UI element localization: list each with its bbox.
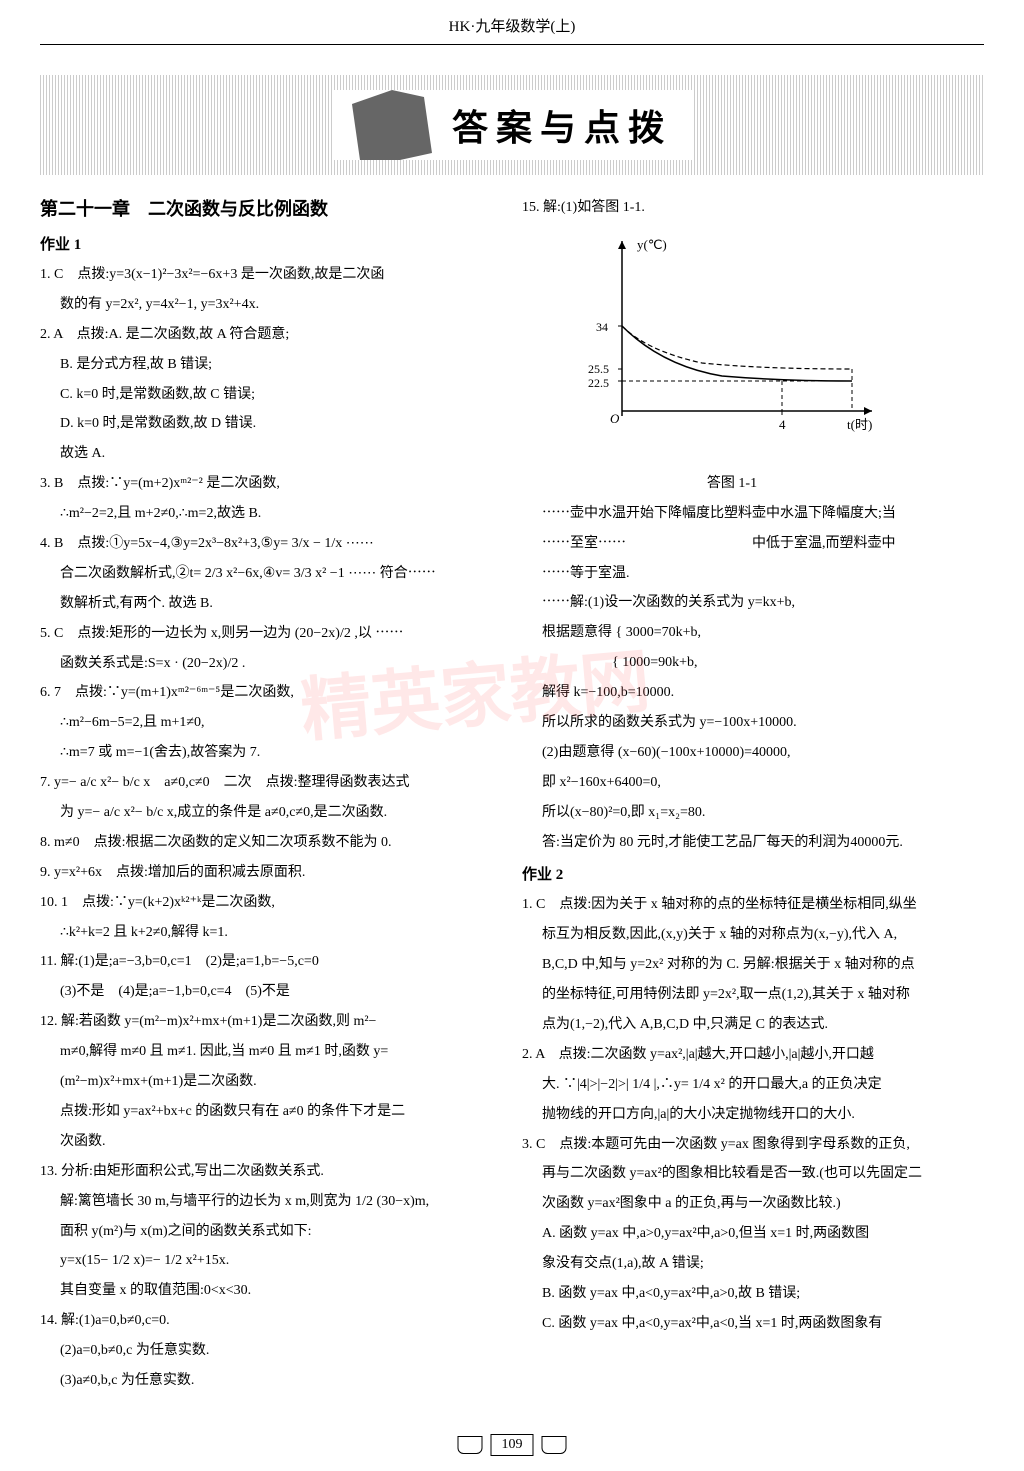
ytick-255: 25.5 bbox=[588, 362, 609, 376]
q3b: ∴m²−2=2,且 m+2≠0,∴m=2,故选 B. bbox=[40, 501, 502, 527]
temperature-chart: y(℃) t(时) O 34 25.5 22.5 4 bbox=[582, 231, 882, 461]
q15d: ⋯⋯等于室温. bbox=[522, 561, 984, 587]
q5: 5. C 点拨:矩形的一边长为 x,则另一边为 (20−2x)/2 ,以 ⋯⋯ bbox=[40, 621, 502, 647]
dashed-curve bbox=[622, 326, 852, 369]
r2c: 抛物线的开口方向,|a|的大小决定抛物线开口的大小. bbox=[522, 1102, 984, 1128]
content-columns: 第二十一章 二次函数与反比例函数 作业 1 1. C 点拨:y=3(x−1)²−… bbox=[0, 195, 1024, 1398]
x-label: t(时) bbox=[847, 417, 872, 432]
q13d: y=x(15− 1/2 x)=− 1/2 x²+15x. bbox=[40, 1248, 502, 1274]
q4c: 数解析式,有两个. 故选 B. bbox=[40, 591, 502, 617]
q15j: (2)由题意得 (x−60)(−100x+10000)=40000, bbox=[522, 740, 984, 766]
banner-inner: 答案与点拨 bbox=[332, 90, 692, 160]
r2: 2. A 点拨:二次函数 y=ax²,|a|越大,开口越小,|a|越小,开口越 bbox=[522, 1042, 984, 1068]
q11b: (3)不是 (4)是;a=−1,b=0,c=4 (5)不是 bbox=[40, 979, 502, 1005]
banner: 答案与点拨 bbox=[40, 75, 984, 175]
r3d: A. 函数 y=ax 中,a>0,y=ax²中,a>0,但当 x=1 时,两函数… bbox=[522, 1221, 984, 1247]
q14: 14. 解:(1)a=0,b≠0,c=0. bbox=[40, 1308, 502, 1334]
banner-title: 答案与点拨 bbox=[452, 99, 672, 151]
r3g: C. 函数 y=ax 中,a<0,y=ax²中,a<0,当 x=1 时,两函数图… bbox=[522, 1311, 984, 1337]
q3: 3. B 点拨:∵y=(m+2)xᵐ²⁻² 是二次函数, bbox=[40, 471, 502, 497]
chart-label: 答图 1-1 bbox=[582, 471, 882, 497]
q15g: { 1000=90k+b, bbox=[522, 650, 984, 676]
book-icon bbox=[458, 1436, 483, 1454]
r1: 1. C 点拨:因为关于 x 轴对称的点的坐标特征是横坐标相同,纵坐 bbox=[522, 892, 984, 918]
q14b: (2)a=0,b≠0,c 为任意实数. bbox=[40, 1338, 502, 1364]
solid-curve bbox=[622, 326, 852, 381]
q15h: 解得 k=−100,b=10000. bbox=[522, 680, 984, 706]
q15k: 即 x²−160x+6400=0, bbox=[522, 770, 984, 796]
q15b: ⋯⋯壶中水温开始下降幅度比塑料壶中水温下降幅度大;当 bbox=[522, 501, 984, 527]
page-number: 109 bbox=[491, 1434, 534, 1456]
page-number-container: 109 bbox=[458, 1434, 567, 1456]
q15i: 所以所求的函数关系式为 y=−100x+10000. bbox=[522, 710, 984, 736]
r3: 3. C 点拨:本题可先由一次函数 y=ax 图象得到字母系数的正负, bbox=[522, 1132, 984, 1158]
r2b: 大. ∵|4|>|−2|>| 1/4 |,∴y= 1/4 x² 的开口最大,a … bbox=[522, 1072, 984, 1098]
r1e: 点为(1,−2),代入 A,B,C,D 中,只满足 C 的表达式. bbox=[522, 1012, 984, 1038]
q1: 1. C 点拨:y=3(x−1)²−3x²=−6x+3 是一次函数,故是二次函 bbox=[40, 262, 502, 288]
header-text: HK·九年级数学(上) bbox=[449, 19, 576, 35]
r3e: 象没有交点(1,a),故 A 错误; bbox=[522, 1251, 984, 1277]
book-icon bbox=[542, 1436, 567, 1454]
q13c: 面积 y(m²)与 x(m)之间的函数关系式如下: bbox=[40, 1219, 502, 1245]
right-column: 15. 解:(1)如答图 1-1. y(℃) t(时) O 34 25.5 22… bbox=[522, 195, 984, 1398]
xtick-4: 4 bbox=[779, 417, 786, 432]
q15l: 所以(x−80)²=0,即 x₁=x₂=80. bbox=[522, 800, 984, 826]
q15: 15. 解:(1)如答图 1-1. bbox=[522, 195, 984, 221]
book-pen-icon bbox=[352, 90, 432, 160]
q2b: B. 是分式方程,故 B 错误; bbox=[40, 352, 502, 378]
q13: 13. 分析:由矩形面积公式,写出二次函数关系式. bbox=[40, 1159, 502, 1185]
q2e: 故选 A. bbox=[40, 441, 502, 467]
ytick-225: 22.5 bbox=[588, 376, 609, 390]
q9: 9. y=x²+6x 点拨:增加后的面积减去原面积. bbox=[40, 860, 502, 886]
q12c: (m²−m)x²+mx+(m+1)是二次函数. bbox=[40, 1069, 502, 1095]
q11: 11. 解:(1)是;a=−3,b=0,c=1 (2)是;a=1,b=−5,c=… bbox=[40, 949, 502, 975]
q12b: m≠0,解得 m≠0 且 m≠1. 因此,当 m≠0 且 m≠1 时,函数 y= bbox=[40, 1039, 502, 1065]
q8: 8. m≠0 点拨:根据二次函数的定义知二次项系数不能为 0. bbox=[40, 830, 502, 856]
q13b: 解:篱笆墙长 30 m,与墙平行的边长为 x m,则宽为 1/2 (30−x)m… bbox=[40, 1189, 502, 1215]
header-top: HK·九年级数学(上) bbox=[40, 0, 984, 45]
y-label: y(℃) bbox=[637, 237, 667, 252]
q15f: 根据题意得 { 3000=70k+b, bbox=[522, 620, 984, 646]
q1b: 数的有 y=2x², y=4x²−1, y=3x²+4x. bbox=[40, 292, 502, 318]
q2c: C. k=0 时,是常数函数,故 C 错误; bbox=[40, 382, 502, 408]
q14c: (3)a≠0,b,c 为任意实数. bbox=[40, 1368, 502, 1394]
r3c: 次函数 y=ax²图象中 a 的正负,再与一次函数比较.) bbox=[522, 1191, 984, 1217]
q13e: 其自变量 x 的取值范围:0<x<30. bbox=[40, 1278, 502, 1304]
q5b: 函数关系式是:S=x · (20−2x)/2 . bbox=[40, 651, 502, 677]
origin: O bbox=[610, 411, 620, 426]
chart-svg: y(℃) t(时) O 34 25.5 22.5 4 bbox=[582, 231, 882, 461]
q12e: 次函数. bbox=[40, 1129, 502, 1155]
r1c: B,C,D 中,知与 y=2x² 对称的为 C. 另解:根据关于 x 轴对称的点 bbox=[522, 952, 984, 978]
q15e: ⋯⋯解:(1)设一次函数的关系式为 y=kx+b, bbox=[522, 590, 984, 616]
r1b: 标互为相反数,因此,(x,y)关于 x 轴的对称点为(x,−y),代入 A, bbox=[522, 922, 984, 948]
q10: 10. 1 点拨:∵y=(k+2)xᵏ²⁺ᵏ是二次函数, bbox=[40, 890, 502, 916]
q15m: 答:当定价为 80 元时,才能使工艺品厂每天的利润为40000元. bbox=[522, 830, 984, 856]
ytick-34: 34 bbox=[596, 320, 608, 334]
r1d: 的坐标特征,可用特例法即 y=2x²,取一点(1,2),其关于 x 轴对称 bbox=[522, 982, 984, 1008]
left-column: 第二十一章 二次函数与反比例函数 作业 1 1. C 点拨:y=3(x−1)²−… bbox=[40, 195, 502, 1398]
q7b: 为 y=− a/c x²− b/c x,成立的条件是 a≠0,c≠0,是二次函数… bbox=[40, 800, 502, 826]
homework-2-title: 作业 2 bbox=[522, 863, 984, 884]
q7: 7. y=− a/c x²− b/c x a≠0,c≠0 二次 点拨:整理得函数… bbox=[40, 770, 502, 796]
q12d: 点拨:形如 y=ax²+bx+c 的函数只有在 a≠0 的条件下才是二 bbox=[40, 1099, 502, 1125]
r3b: 再与二次函数 y=ax²的图象相比较看是否一致.(也可以先固定二 bbox=[522, 1161, 984, 1187]
q10b: ∴k²+k=2 且 k+2≠0,解得 k=1. bbox=[40, 920, 502, 946]
q2: 2. A 点拨:A. 是二次函数,故 A 符合题意; bbox=[40, 322, 502, 348]
q4: 4. B 点拨:①y=5x−4,③y=2x³−8x²+3,⑤y= 3/x − 1… bbox=[40, 531, 502, 557]
chapter-title: 第二十一章 二次函数与反比例函数 bbox=[40, 195, 502, 221]
q6b: ∴m²−6m−5=2,且 m+1≠0, bbox=[40, 710, 502, 736]
homework-1-title: 作业 1 bbox=[40, 233, 502, 254]
q6c: ∴m=7 或 m=−1(舍去),故答案为 7. bbox=[40, 740, 502, 766]
q15c: ⋯⋯至室⋯⋯ 中低于室温,而塑料壶中 bbox=[522, 531, 984, 557]
q4b: 合二次函数解析式,②t= 2/3 x²−6x,④v= 3/3 x² −1 ⋯⋯ … bbox=[40, 561, 502, 587]
q2d: D. k=0 时,是常数函数,故 D 错误. bbox=[40, 411, 502, 437]
r3f: B. 函数 y=ax 中,a<0,y=ax²中,a>0,故 B 错误; bbox=[522, 1281, 984, 1307]
q12: 12. 解:若函数 y=(m²−m)x²+mx+(m+1)是二次函数,则 m²− bbox=[40, 1009, 502, 1035]
q6: 6. 7 点拨:∵y=(m+1)xᵐ²⁻⁶ᵐ⁻⁵是二次函数, bbox=[40, 680, 502, 706]
